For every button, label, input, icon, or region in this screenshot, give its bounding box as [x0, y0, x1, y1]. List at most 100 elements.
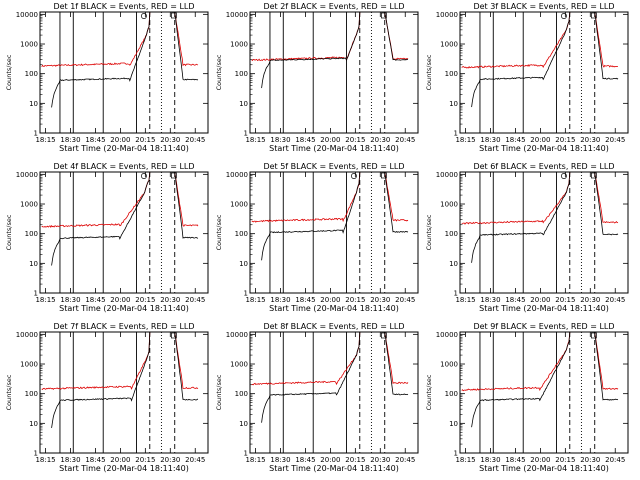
x-tick-label: 20:45 [185, 136, 205, 144]
x-tick-label: 18:45 [505, 456, 525, 464]
x-tick-label: 18:30 [270, 136, 290, 144]
x-tick-label: 20:30 [160, 136, 180, 144]
x-tick-label: 20:15 [135, 456, 155, 464]
x-tick-label: 20:15 [345, 456, 365, 464]
plot-frame [459, 331, 629, 454]
panel-title: Det 9f BLACK = Events, RED = LLD [473, 322, 614, 331]
y-tick-label: 10000 [16, 11, 38, 19]
flag-square-marker [171, 12, 177, 19]
plot-frame [39, 11, 209, 134]
y-tick-label: 10000 [436, 11, 458, 19]
x-tick-label: 20:30 [580, 456, 600, 464]
y-tick-label: 1 [34, 450, 38, 458]
time-markers [479, 12, 596, 133]
panel-6: Det 6f BLACK = Events, RED = LLD 1 10 100 10… [425, 162, 629, 313]
x-tick-label: 18:15 [35, 456, 55, 464]
x-tick-label: 20:30 [580, 296, 600, 304]
x-tick-label: 18:45 [295, 296, 315, 304]
y-tick-label: 10 [239, 420, 248, 428]
series-line-lld [251, 332, 409, 386]
y-tick-label: 1000 [230, 201, 248, 209]
x-tick-label: 20:30 [580, 136, 600, 144]
x-tick-label: 20:15 [135, 136, 155, 144]
x-tick-label: 20:00 [110, 136, 130, 144]
y-tick-label: 100 [445, 230, 458, 238]
y-tick-label: 10000 [436, 331, 458, 339]
panel-9: Det 9f BLACK = Events, RED = LLD 1 10 100 10… [425, 322, 629, 473]
x-tick-label: 18:15 [455, 136, 475, 144]
x-tick-label: 18:15 [245, 456, 265, 464]
flag-square-marker [591, 332, 597, 339]
x-tick-label: 20:15 [555, 136, 575, 144]
series-line-events [51, 172, 199, 266]
y-tick-label: 1 [244, 290, 248, 298]
x-tick-label: 20:45 [395, 136, 415, 144]
x-tick-label: 18:15 [35, 136, 55, 144]
x-tick-label: 18:30 [480, 456, 500, 464]
y-axis-label: Counts/sec [215, 374, 223, 410]
data-area [461, 332, 619, 428]
flag-square-marker [381, 172, 387, 179]
panel-title: Det 2f BLACK = Events, RED = LLD [263, 2, 404, 11]
y-tick-label: 10000 [226, 11, 248, 19]
x-tick-label: 18:15 [35, 296, 55, 304]
y-tick-label: 1 [244, 130, 248, 138]
y-tick-label: 1000 [440, 201, 458, 209]
x-tick-label: 18:15 [245, 136, 265, 144]
plot-frame [249, 11, 419, 134]
y-tick-label: 100 [235, 70, 248, 78]
y-tick-label: 100 [235, 390, 248, 398]
y-tick-label: 10000 [226, 331, 248, 339]
series-line-lld [251, 172, 409, 223]
y-tick-label: 10 [449, 420, 458, 428]
time-markers [269, 332, 386, 453]
x-tick-label: 18:15 [455, 296, 475, 304]
x-tick-label: 20:00 [320, 296, 340, 304]
x-axis-label: Start Time (20-Mar-04 18:11:40) [479, 464, 609, 473]
flag-circle-marker [141, 173, 147, 179]
series-line-lld [41, 12, 199, 67]
panel-title: Det 4f BLACK = Events, RED = LLD [53, 162, 194, 171]
x-tick-label: 20:00 [320, 456, 340, 464]
x-tick-label: 20:45 [395, 296, 415, 304]
y-axis-label: Counts/sec [425, 54, 433, 90]
x-tick-label: 20:00 [320, 136, 340, 144]
x-tick-label: 18:30 [60, 136, 80, 144]
y-tick-label: 1000 [440, 41, 458, 49]
y-tick-label: 1 [34, 130, 38, 138]
y-tick-label: 10000 [436, 171, 458, 179]
x-tick-label: 20:00 [110, 296, 130, 304]
x-tick-label: 20:45 [185, 456, 205, 464]
x-tick-label: 20:30 [160, 296, 180, 304]
y-tick-label: 100 [25, 230, 38, 238]
y-tick-label: 1000 [20, 361, 38, 369]
x-tick-label: 18:15 [455, 456, 475, 464]
x-tick-label: 20:15 [345, 136, 365, 144]
y-tick-label: 10 [29, 100, 38, 108]
x-tick-label: 20:30 [160, 456, 180, 464]
y-tick-label: 10 [29, 420, 38, 428]
x-axis-label: Start Time (20-Mar-04 18:11:40) [479, 144, 609, 153]
y-tick-label: 1000 [20, 201, 38, 209]
data-area [251, 332, 409, 423]
series-line-lld [461, 332, 619, 392]
y-tick-label: 10 [239, 100, 248, 108]
series-line-lld [251, 12, 409, 62]
y-tick-label: 100 [25, 390, 38, 398]
plot-frame [459, 171, 629, 294]
y-axis-label: Counts/sec [5, 54, 13, 90]
y-tick-label: 1 [454, 130, 458, 138]
y-axis-label: Counts/sec [5, 374, 13, 410]
data-area [41, 12, 199, 108]
panel-7: Det 7f BLACK = Events, RED = LLD 1 10 100 10… [5, 322, 209, 473]
x-tick-label: 18:30 [270, 296, 290, 304]
y-axis-label: Counts/sec [5, 214, 13, 250]
time-markers [59, 12, 176, 133]
time-markers [59, 332, 176, 453]
flag-square-marker [171, 172, 177, 179]
x-tick-label: 18:45 [505, 136, 525, 144]
x-tick-label: 20:00 [530, 296, 550, 304]
data-area [251, 172, 409, 261]
y-tick-label: 1000 [440, 361, 458, 369]
x-tick-label: 20:45 [185, 296, 205, 304]
